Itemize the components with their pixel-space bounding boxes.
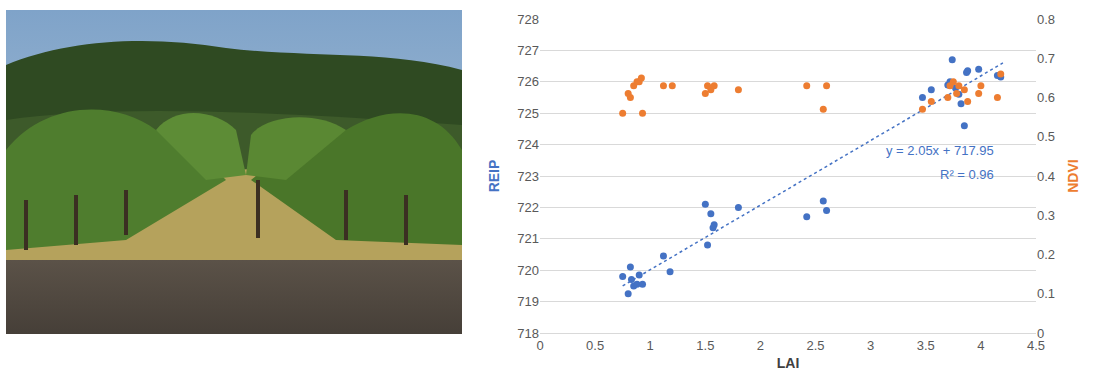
svg-text:1.5: 1.5 bbox=[696, 338, 714, 353]
svg-text:R² = 0.96: R² = 0.96 bbox=[940, 167, 994, 182]
svg-text:721: 721 bbox=[517, 231, 539, 246]
svg-text:726: 726 bbox=[517, 74, 539, 89]
svg-text:0.5: 0.5 bbox=[586, 338, 604, 353]
svg-text:0: 0 bbox=[1037, 326, 1044, 341]
svg-text:720: 720 bbox=[517, 263, 539, 278]
svg-text:2.5: 2.5 bbox=[807, 338, 825, 353]
svg-text:0.6: 0.6 bbox=[1037, 90, 1055, 105]
svg-text:NDVI: NDVI bbox=[1065, 159, 1081, 192]
svg-text:725: 725 bbox=[517, 106, 539, 121]
svg-text:3.5: 3.5 bbox=[917, 338, 935, 353]
svg-text:LAI: LAI bbox=[777, 355, 800, 371]
svg-text:3: 3 bbox=[867, 338, 874, 353]
svg-text:718: 718 bbox=[517, 326, 539, 341]
svg-text:4.5: 4.5 bbox=[1027, 338, 1045, 353]
svg-text:723: 723 bbox=[517, 169, 539, 184]
svg-text:4: 4 bbox=[977, 338, 984, 353]
svg-text:0.3: 0.3 bbox=[1037, 208, 1055, 223]
svg-text:2: 2 bbox=[757, 338, 764, 353]
svg-text:0.5: 0.5 bbox=[1037, 129, 1055, 144]
svg-text:727: 727 bbox=[517, 43, 539, 58]
svg-text:728: 728 bbox=[517, 12, 539, 27]
svg-text:0.2: 0.2 bbox=[1037, 247, 1055, 262]
svg-text:REIP: REIP bbox=[486, 160, 502, 193]
svg-text:719: 719 bbox=[517, 294, 539, 309]
svg-text:1: 1 bbox=[647, 338, 654, 353]
svg-text:724: 724 bbox=[517, 137, 539, 152]
svg-text:0: 0 bbox=[536, 338, 543, 353]
svg-text:0.1: 0.1 bbox=[1037, 286, 1055, 301]
svg-text:0.4: 0.4 bbox=[1037, 169, 1055, 184]
svg-text:0.8: 0.8 bbox=[1037, 12, 1055, 27]
svg-text:y = 2.05x + 717.95: y = 2.05x + 717.95 bbox=[886, 143, 994, 158]
svg-text:722: 722 bbox=[517, 200, 539, 215]
svg-text:0.7: 0.7 bbox=[1037, 51, 1055, 66]
